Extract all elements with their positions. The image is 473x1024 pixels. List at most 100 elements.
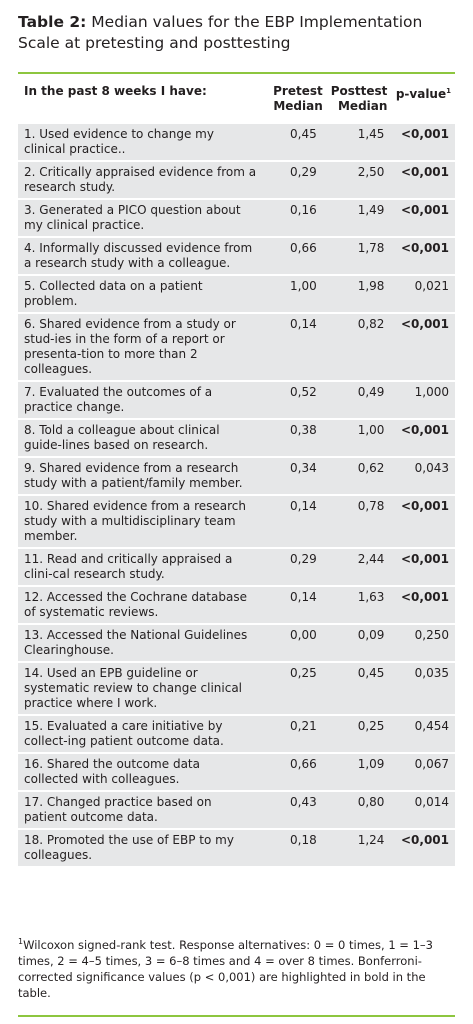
row-posttest-median: 0,49	[326, 380, 392, 418]
row-p-value: <0,001	[391, 236, 455, 274]
table-row: 10. Shared evidence from a research stud…	[18, 494, 455, 547]
row-item-text: 12. Accessed the Cochrane database of sy…	[18, 585, 262, 623]
footnote-marker: 1	[18, 937, 24, 946]
header-pvalue: p-value1	[391, 78, 455, 122]
row-pretest-median: 0,34	[261, 456, 327, 494]
row-pretest-median: 0,29	[261, 160, 327, 198]
row-p-value: 0,250	[391, 623, 455, 661]
row-item-text: 10. Shared evidence from a research stud…	[18, 494, 262, 547]
table-row: 5. Collected data on a patient problem. 1…	[18, 274, 455, 312]
table-row: 17. Changed practice based on patient ou…	[18, 790, 455, 828]
row-pretest-median: 0,66	[261, 236, 327, 274]
row-p-value: <0,001	[391, 547, 455, 585]
table-title: Median values for the EBP Implementation…	[18, 13, 423, 52]
table-row: 4. Informally discussed evidence from a …	[18, 236, 455, 274]
row-pretest-median: 0,29	[261, 547, 327, 585]
row-item-text: 6. Shared evidence from a study or stud-…	[18, 312, 262, 380]
bottom-rule	[18, 1015, 455, 1017]
row-posttest-median: 1,78	[326, 236, 392, 274]
row-item-text: 9. Shared evidence from a research study…	[18, 456, 262, 494]
table-body: 1. Used evidence to change my clinical p…	[18, 122, 455, 866]
row-posttest-median: 0,25	[326, 714, 392, 752]
row-item-text: 3. Generated a PICO question about my cl…	[18, 198, 262, 236]
row-posttest-median: 1,98	[326, 274, 392, 312]
row-pretest-median: 0,66	[261, 752, 327, 790]
table-row: 12. Accessed the Cochrane database of sy…	[18, 585, 455, 623]
row-item-text: 2. Critically appraised evidence from a …	[18, 160, 262, 198]
row-p-value: 1,000	[391, 380, 455, 418]
row-p-value: <0,001	[391, 122, 455, 160]
row-p-value: <0,001	[391, 494, 455, 547]
row-posttest-median: 1,45	[326, 122, 392, 160]
row-posttest-median: 0,80	[326, 790, 392, 828]
row-posttest-median: 1,63	[326, 585, 392, 623]
row-item-text: 18. Promoted the use of EBP to my collea…	[18, 828, 262, 866]
row-pretest-median: 0,16	[261, 198, 327, 236]
row-p-value: <0,001	[391, 160, 455, 198]
row-p-value: 0,454	[391, 714, 455, 752]
table-row: 14. Used an EPB guideline or systematic …	[18, 661, 455, 714]
row-posttest-median: 1,49	[326, 198, 392, 236]
table-row: 3. Generated a PICO question about my cl…	[18, 198, 455, 236]
row-item-text: 13. Accessed the National Guidelines Cle…	[18, 623, 262, 661]
row-item-text: 17. Changed practice based on patient ou…	[18, 790, 262, 828]
row-p-value: 0,014	[391, 790, 455, 828]
table-row: 6. Shared evidence from a study or stud-…	[18, 312, 455, 380]
row-p-value: 0,035	[391, 661, 455, 714]
row-p-value: 0,067	[391, 752, 455, 790]
row-posttest-median: 1,00	[326, 418, 392, 456]
row-p-value: <0,001	[391, 585, 455, 623]
row-posttest-median: 1,09	[326, 752, 392, 790]
row-item-text: 1. Used evidence to change my clinical p…	[18, 122, 262, 160]
row-posttest-median: 0,45	[326, 661, 392, 714]
row-item-text: 5. Collected data on a patient problem.	[18, 274, 262, 312]
table-footnote: 1Wilcoxon signed-rank test. Response alt…	[18, 934, 455, 1001]
row-pretest-median: 0,18	[261, 828, 327, 866]
row-item-text: 7. Evaluated the outcomes of a practice …	[18, 380, 262, 418]
row-posttest-median: 2,44	[326, 547, 392, 585]
footnote-text: Wilcoxon signed-rank test. Response alte…	[18, 937, 433, 1000]
table-caption: Table 2: Median values for the EBP Imple…	[18, 12, 458, 54]
row-item-text: 8. Told a colleague about clinical guide…	[18, 418, 262, 456]
row-pretest-median: 0,52	[261, 380, 327, 418]
table-row: 13. Accessed the National Guidelines Cle…	[18, 623, 455, 661]
row-pretest-median: 0,14	[261, 585, 327, 623]
header-row: In the past 8 weeks I have: Pretest Medi…	[18, 78, 455, 122]
row-item-text: 11. Read and critically appraised a clin…	[18, 547, 262, 585]
row-pretest-median: 0,38	[261, 418, 327, 456]
row-p-value: <0,001	[391, 418, 455, 456]
header-pretest: Pretest Median	[261, 78, 327, 122]
row-posttest-median: 0,78	[326, 494, 392, 547]
row-item-text: 14. Used an EPB guideline or systematic …	[18, 661, 262, 714]
row-posttest-median: 1,24	[326, 828, 392, 866]
row-posttest-median: 0,82	[326, 312, 392, 380]
ebp-table: In the past 8 weeks I have: Pretest Medi…	[18, 78, 455, 866]
row-pretest-median: 0,25	[261, 661, 327, 714]
header-item: In the past 8 weeks I have:	[18, 78, 262, 122]
row-pretest-median: 0,00	[261, 623, 327, 661]
row-item-text: 15. Evaluated a care initiative by colle…	[18, 714, 262, 752]
row-posttest-median: 0,09	[326, 623, 392, 661]
table-label: Table 2:	[18, 13, 87, 31]
table-row: 7. Evaluated the outcomes of a practice …	[18, 380, 455, 418]
row-posttest-median: 2,50	[326, 160, 392, 198]
table-row: 8. Told a colleague about clinical guide…	[18, 418, 455, 456]
row-pretest-median: 0,43	[261, 790, 327, 828]
row-pretest-median: 0,21	[261, 714, 327, 752]
row-p-value: <0,001	[391, 312, 455, 380]
row-p-value: <0,001	[391, 198, 455, 236]
row-posttest-median: 0,62	[326, 456, 392, 494]
table-row: 18. Promoted the use of EBP to my collea…	[18, 828, 455, 866]
row-pretest-median: 0,14	[261, 312, 327, 380]
row-item-text: 4. Informally discussed evidence from a …	[18, 236, 262, 274]
header-posttest: Posttest Median	[326, 78, 392, 122]
row-p-value: 0,021	[391, 274, 455, 312]
row-pretest-median: 1,00	[261, 274, 327, 312]
table-row: 2. Critically appraised evidence from a …	[18, 160, 455, 198]
table-row: 1. Used evidence to change my clinical p…	[18, 122, 455, 160]
table-row: 16. Shared the outcome data collected wi…	[18, 752, 455, 790]
table-row: 15. Evaluated a care initiative by colle…	[18, 714, 455, 752]
row-item-text: 16. Shared the outcome data collected wi…	[18, 752, 262, 790]
row-pretest-median: 0,45	[261, 122, 327, 160]
